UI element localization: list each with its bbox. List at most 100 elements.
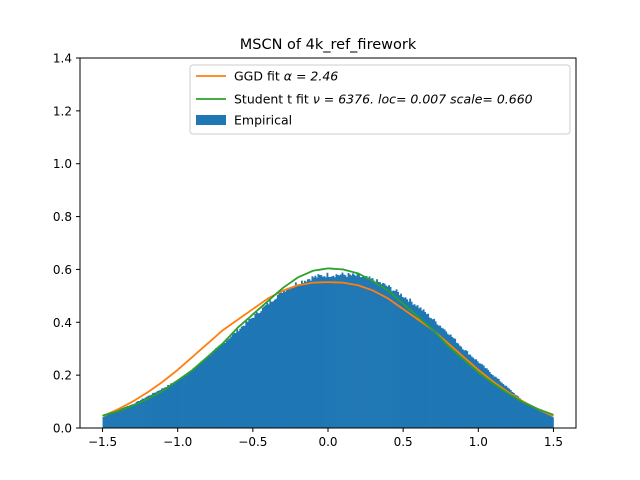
histogram-bar xyxy=(476,361,479,428)
histogram-bar xyxy=(473,359,476,428)
histogram-bar xyxy=(147,395,150,428)
histogram-bar xyxy=(288,289,291,428)
histogram-bar xyxy=(131,404,133,428)
histogram-bar xyxy=(314,275,317,428)
histogram-bar xyxy=(442,328,445,428)
histogram-bar xyxy=(299,284,302,428)
y-tick-label: 0.2 xyxy=(53,369,72,383)
histogram-bar xyxy=(138,401,141,428)
histogram-bar xyxy=(487,369,490,428)
histogram-bar xyxy=(251,317,254,428)
histogram-bar xyxy=(332,275,335,428)
histogram-bar xyxy=(412,304,415,428)
x-tick-label: 1.5 xyxy=(544,435,563,449)
histogram-bar xyxy=(532,406,535,428)
histogram-bar xyxy=(278,292,281,428)
histogram-bar xyxy=(279,290,282,428)
histogram-bar xyxy=(371,278,374,428)
histogram-bar xyxy=(305,281,308,428)
histogram-bar xyxy=(204,359,207,428)
histogram-bar xyxy=(415,306,418,428)
histogram-bar xyxy=(343,274,345,428)
histogram-bar xyxy=(460,346,463,428)
histogram-bar xyxy=(213,349,216,428)
histogram-bar xyxy=(135,401,138,428)
histogram-bar xyxy=(321,276,324,428)
histogram-bar xyxy=(436,324,439,428)
histogram-bar xyxy=(338,275,341,428)
legend-empirical-swatch xyxy=(196,115,226,125)
legend: GGD fit α = 2.46 Student t fit ν = 6376. … xyxy=(189,64,571,135)
histogram-bar xyxy=(261,307,264,428)
histogram-bars xyxy=(102,272,554,428)
histogram-bar xyxy=(201,361,204,428)
histogram-bar xyxy=(195,366,198,428)
histogram-bar xyxy=(434,321,437,428)
histogram-bar xyxy=(231,334,234,428)
histogram-bar xyxy=(221,343,224,428)
histogram-bar xyxy=(116,409,118,428)
histogram-bar xyxy=(186,374,189,428)
histogram-bar xyxy=(216,346,219,428)
ggd-fit-line xyxy=(102,281,554,417)
x-tick-label: −1.0 xyxy=(163,435,192,449)
histogram-bar xyxy=(521,401,524,428)
histogram-bar xyxy=(517,396,520,428)
histogram-bar xyxy=(320,275,323,428)
histogram-bar xyxy=(119,408,121,428)
student-t-fit-line xyxy=(102,267,554,417)
histogram-bar xyxy=(323,276,326,428)
histogram-bar xyxy=(377,282,380,428)
histogram-bar xyxy=(128,405,130,428)
histogram-bar xyxy=(347,273,350,428)
histogram-bar xyxy=(257,313,260,428)
histogram-bar xyxy=(123,407,126,428)
histogram-bar xyxy=(395,289,398,428)
histogram-bar xyxy=(219,344,222,428)
histogram-bar xyxy=(337,275,339,428)
histogram-bar xyxy=(269,300,272,428)
histogram-bar xyxy=(132,404,135,428)
histogram-bar xyxy=(198,364,201,428)
histogram-bar xyxy=(547,414,550,428)
histogram-bar xyxy=(341,272,344,428)
histogram-bar xyxy=(328,276,330,428)
histogram-bar xyxy=(125,406,127,428)
histogram-bar xyxy=(508,388,511,428)
histogram-bar xyxy=(294,282,297,428)
histogram-bar xyxy=(380,284,383,428)
histogram-bar xyxy=(159,390,162,428)
histogram-bar xyxy=(192,368,195,428)
histogram-bar xyxy=(167,384,170,428)
histogram-bar xyxy=(356,273,359,428)
histogram-bar xyxy=(422,309,425,428)
histogram-bar xyxy=(505,385,508,428)
histogram-bar xyxy=(520,399,523,428)
histogram-bar xyxy=(174,381,177,428)
histogram-bar xyxy=(293,285,296,428)
histogram-bar xyxy=(254,313,257,428)
histogram-bar xyxy=(494,376,497,428)
histogram-bar xyxy=(407,301,410,428)
histogram-bar xyxy=(464,350,467,428)
histogram-bar xyxy=(530,405,533,428)
histogram-bar xyxy=(428,317,431,428)
histogram-bar xyxy=(194,368,197,428)
histogram-bar xyxy=(206,357,209,428)
histogram-bar xyxy=(527,404,530,428)
histogram-bar xyxy=(427,313,430,428)
histogram-bar xyxy=(177,379,180,428)
histogram-bar xyxy=(110,413,112,428)
histogram-bar xyxy=(161,388,164,428)
histogram-bar xyxy=(140,399,142,428)
histogram-bar xyxy=(246,321,249,428)
histogram-bar xyxy=(545,413,548,428)
histogram-bar xyxy=(126,405,129,428)
histogram-bar xyxy=(302,282,305,428)
histogram-bar xyxy=(475,359,478,428)
histogram-bar xyxy=(365,276,368,428)
histogram-bar xyxy=(409,298,412,428)
histogram-bar xyxy=(263,306,266,428)
histogram-bar xyxy=(364,276,366,428)
